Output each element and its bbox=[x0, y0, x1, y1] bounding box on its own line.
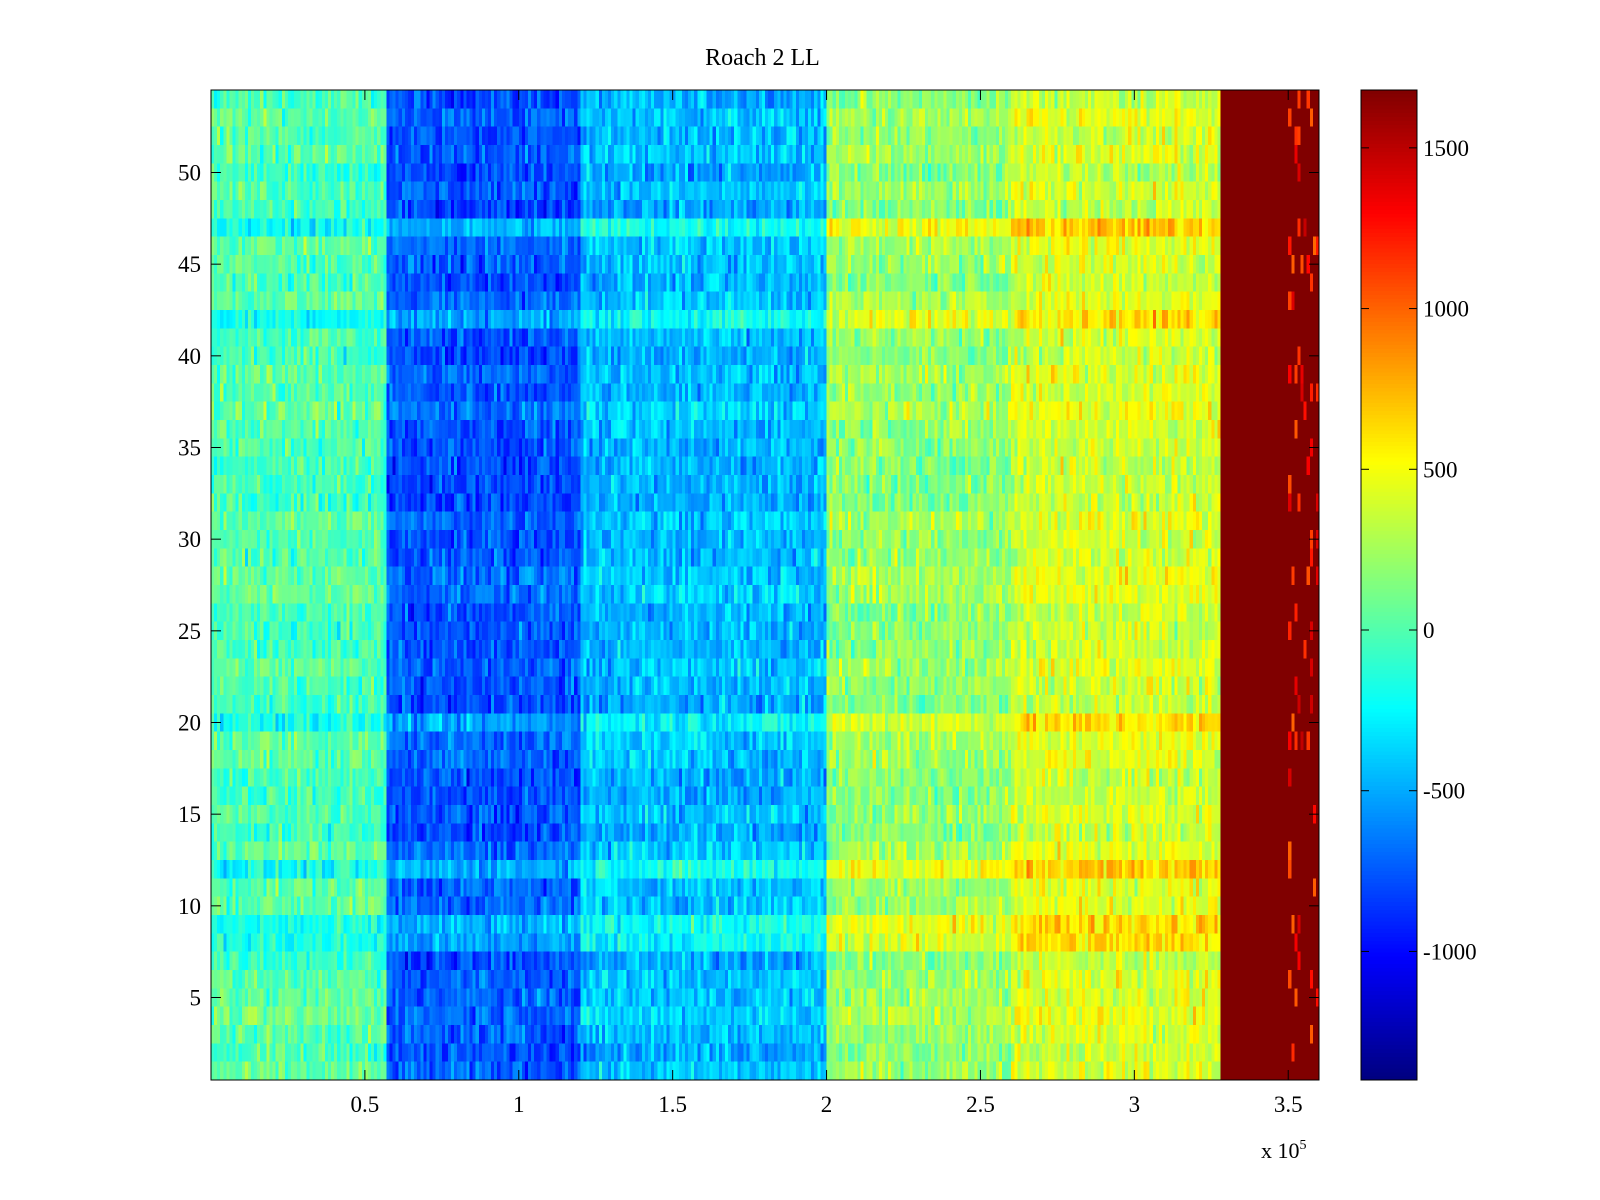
chart-title: Roach 2 LL bbox=[705, 45, 820, 71]
colorbar-frame bbox=[1360, 89, 1418, 1081]
x-tick-label: 2.5 bbox=[966, 1092, 995, 1117]
x-tick-label: 2 bbox=[821, 1092, 833, 1117]
x-tick-label: 3.5 bbox=[1274, 1092, 1303, 1117]
y-tick-label: 45 bbox=[178, 252, 201, 277]
axes-frame bbox=[210, 89, 1320, 1081]
y-tick-label: 5 bbox=[190, 986, 202, 1011]
colorbar-tick-label: 1500 bbox=[1423, 136, 1469, 161]
y-tick-label: 40 bbox=[178, 344, 201, 369]
x-axis-multiplier: x 105 bbox=[1261, 1138, 1307, 1163]
y-tick-label: 30 bbox=[178, 527, 201, 552]
colorbar-tick-label: 1000 bbox=[1423, 297, 1469, 322]
colorbar-tick-label: -1000 bbox=[1423, 939, 1477, 964]
x-tick-label: 0.5 bbox=[351, 1092, 380, 1117]
heatmap-image bbox=[211, 90, 1319, 1080]
x-tick-label: 1.5 bbox=[658, 1092, 687, 1117]
x-tick-label: 1 bbox=[513, 1092, 525, 1117]
y-tick-label: 15 bbox=[178, 802, 201, 827]
colorbar-image bbox=[1361, 90, 1417, 1080]
y-tick-label: 20 bbox=[178, 711, 201, 736]
x-tick-label: 3 bbox=[1129, 1092, 1141, 1117]
y-tick-label: 10 bbox=[178, 894, 201, 919]
colorbar-tick-label: -500 bbox=[1423, 779, 1465, 804]
colorbar-tick-label: 500 bbox=[1423, 457, 1458, 482]
colorbar-tick-label: 0 bbox=[1423, 618, 1435, 643]
y-tick-label: 35 bbox=[178, 436, 201, 461]
y-tick-label: 50 bbox=[178, 161, 201, 186]
y-tick-label: 25 bbox=[178, 619, 201, 644]
